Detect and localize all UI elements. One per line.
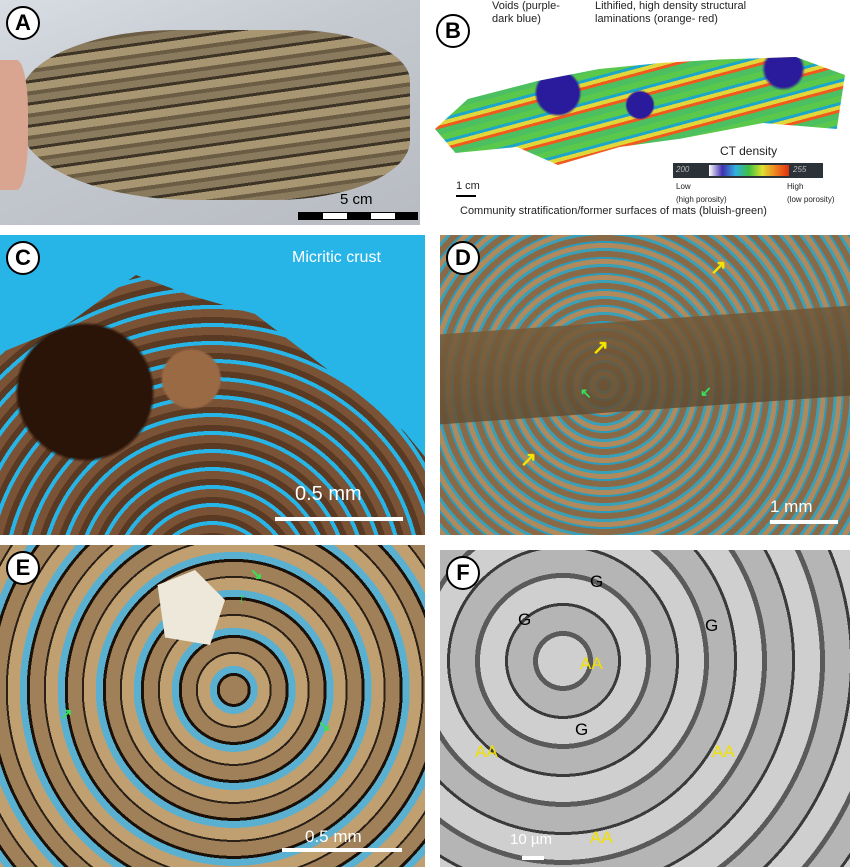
green-arrow: ↘ [250,566,263,583]
community-annotation: Community stratification/former surfaces… [460,205,767,217]
panel-label: C [6,241,40,275]
panel-a-hand-sample-photo: A 5 cm [0,0,420,225]
panel-label: E [6,551,40,585]
scale-bar [275,517,403,521]
green-arrow: ↗ [60,706,73,723]
panel-label: F [446,556,480,590]
quartz-grain [157,570,225,645]
green-arrow: ↖ [580,385,592,401]
panel-f-sem-image: F G G G G AA AA AA AA 10 µm [440,550,850,867]
scale-bar [770,520,838,524]
low-label: Low (high porosity) [676,182,727,204]
scale-bar [282,848,402,852]
aa-label: AA [580,654,603,673]
scale-label: 1 mm [770,497,813,516]
ct-density-title: CT density [720,144,778,158]
panel-d-thin-section: D ↗ ↗ ↗ ↖ ↙ 1 mm [440,235,850,535]
panel-b-ct-scan: B Voids (purple- dark blue) Lithified, h… [430,0,850,225]
lithified-annotation: Lithified, high density structural lamin… [595,0,747,25]
scale-bar [522,856,544,860]
scale-bar [456,195,476,197]
green-arrow: ↑ [238,590,246,607]
yellow-arrow: ↗ [520,449,537,471]
grain-label: G [575,720,589,739]
scale-label: 0.5 mm [305,827,362,846]
colorbar-max: 255 [793,165,807,174]
aa-label: AA [475,742,498,761]
green-arrow: ↘ [318,718,331,735]
yellow-arrow: ↗ [592,337,609,359]
panel-label: A [6,6,40,40]
scale-label: 10 µm [510,831,552,848]
scale-bar [298,212,418,220]
high-label: High (low porosity) [787,182,835,204]
grain-label: G [705,616,719,635]
ct-density-colorbar: 200 255 [673,163,823,178]
micritic-crust-annotation: Micritic crust [292,249,381,266]
scale-label: 1 cm [456,180,480,192]
aa-label: AA [712,742,735,761]
lamination-band [440,305,850,425]
green-arrow: ↙ [700,383,712,399]
aa-label: AA [590,828,613,847]
ct-density-map [435,57,845,165]
panel-label: D [446,241,480,275]
colorbar-min: 200 [676,165,690,174]
grain-label: G [518,610,532,629]
scale-label: 0.5 mm [295,483,362,505]
voids-annotation: Voids (purple- dark blue) [492,0,560,25]
panel-c-thin-section: C Micritic crust 0.5 mm [0,235,425,535]
panel-label: B [436,14,470,48]
rock-sample [20,30,410,200]
panel-e-thin-section: E ↑ ↘ ↗ ↘ 0.5 mm [0,545,425,867]
hand [0,60,28,190]
grain-label: G [590,572,604,591]
yellow-arrow: ↗ [710,257,727,279]
scale-label: 5 cm [340,191,373,208]
